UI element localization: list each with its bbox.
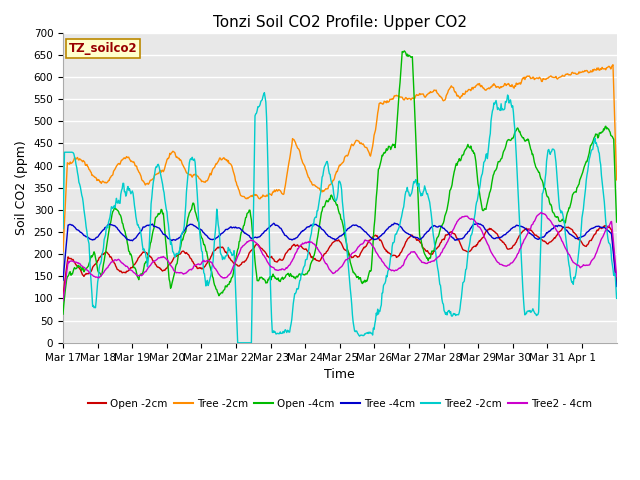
Title: Tonzi Soil CO2 Profile: Upper CO2: Tonzi Soil CO2 Profile: Upper CO2 bbox=[213, 15, 467, 30]
Legend: Open -2cm, Tree -2cm, Open -4cm, Tree -4cm, Tree2 -2cm, Tree2 - 4cm: Open -2cm, Tree -2cm, Open -4cm, Tree -4… bbox=[83, 395, 596, 413]
Text: TZ_soilco2: TZ_soilco2 bbox=[68, 42, 137, 55]
Y-axis label: Soil CO2 (ppm): Soil CO2 (ppm) bbox=[15, 140, 28, 235]
X-axis label: Time: Time bbox=[324, 368, 355, 381]
